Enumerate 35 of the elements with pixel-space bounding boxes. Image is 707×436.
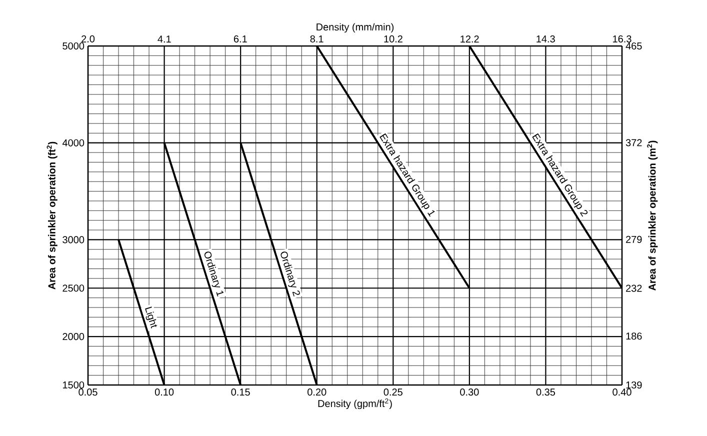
x-tick-label: 0.10	[154, 388, 174, 396]
y2-tick-label: 139	[626, 381, 642, 389]
y2-tick-label: 232	[626, 284, 642, 292]
x-tick-label: 0.40	[612, 388, 632, 396]
x2-tick-label: 16.3	[613, 35, 632, 42]
y2-tick-label: 465	[626, 42, 642, 50]
text: Ordinary 2	[280, 252, 300, 296]
x2-tick-label: 10.2	[384, 35, 402, 42]
x2-tick-label: 8.1	[310, 35, 324, 42]
x-tick-label: 0.25	[384, 388, 402, 396]
text: Ordinary 1	[204, 252, 224, 296]
y-tick-label: 2500	[62, 284, 84, 292]
x-tick-label: 0.05	[78, 388, 98, 396]
y2-tick-label: 186	[626, 332, 642, 340]
x-axis-title: Density (gpm/ft$^{2}$)	[318, 398, 392, 410]
y-tick-label: 4000	[62, 139, 84, 146]
text: Area of sprinkler operation (ft$^{2}$)	[46, 142, 58, 290]
text: Light	[145, 306, 158, 328]
x2-tick-label: 14.3	[536, 35, 555, 42]
x2-tick-label: 12.2	[460, 35, 479, 42]
x2-axis-title: Density (mm/min)	[316, 23, 394, 33]
y-tick-label: 5000	[62, 42, 84, 50]
y2-tick-label: 372	[626, 139, 642, 146]
x2-tick-label: 2.0	[82, 35, 95, 42]
text: Area of sprinkler operation (m$^{2}$)	[647, 140, 658, 290]
x-tick-label: 0.35	[536, 388, 556, 396]
y-tick-label: 1500	[63, 381, 84, 389]
y2-tick-label: 279	[626, 236, 642, 243]
x2-tick-label: 6.1	[234, 35, 247, 42]
y-tick-label: 2000	[62, 333, 84, 340]
x2-tick-label: 4.1	[158, 36, 171, 42]
x-tick-label: 0.30	[460, 388, 479, 396]
x-tick-label: 0.20	[308, 388, 326, 396]
x-tick-label: 0.15	[231, 388, 250, 396]
y-tick-label: 3000	[62, 236, 84, 244]
